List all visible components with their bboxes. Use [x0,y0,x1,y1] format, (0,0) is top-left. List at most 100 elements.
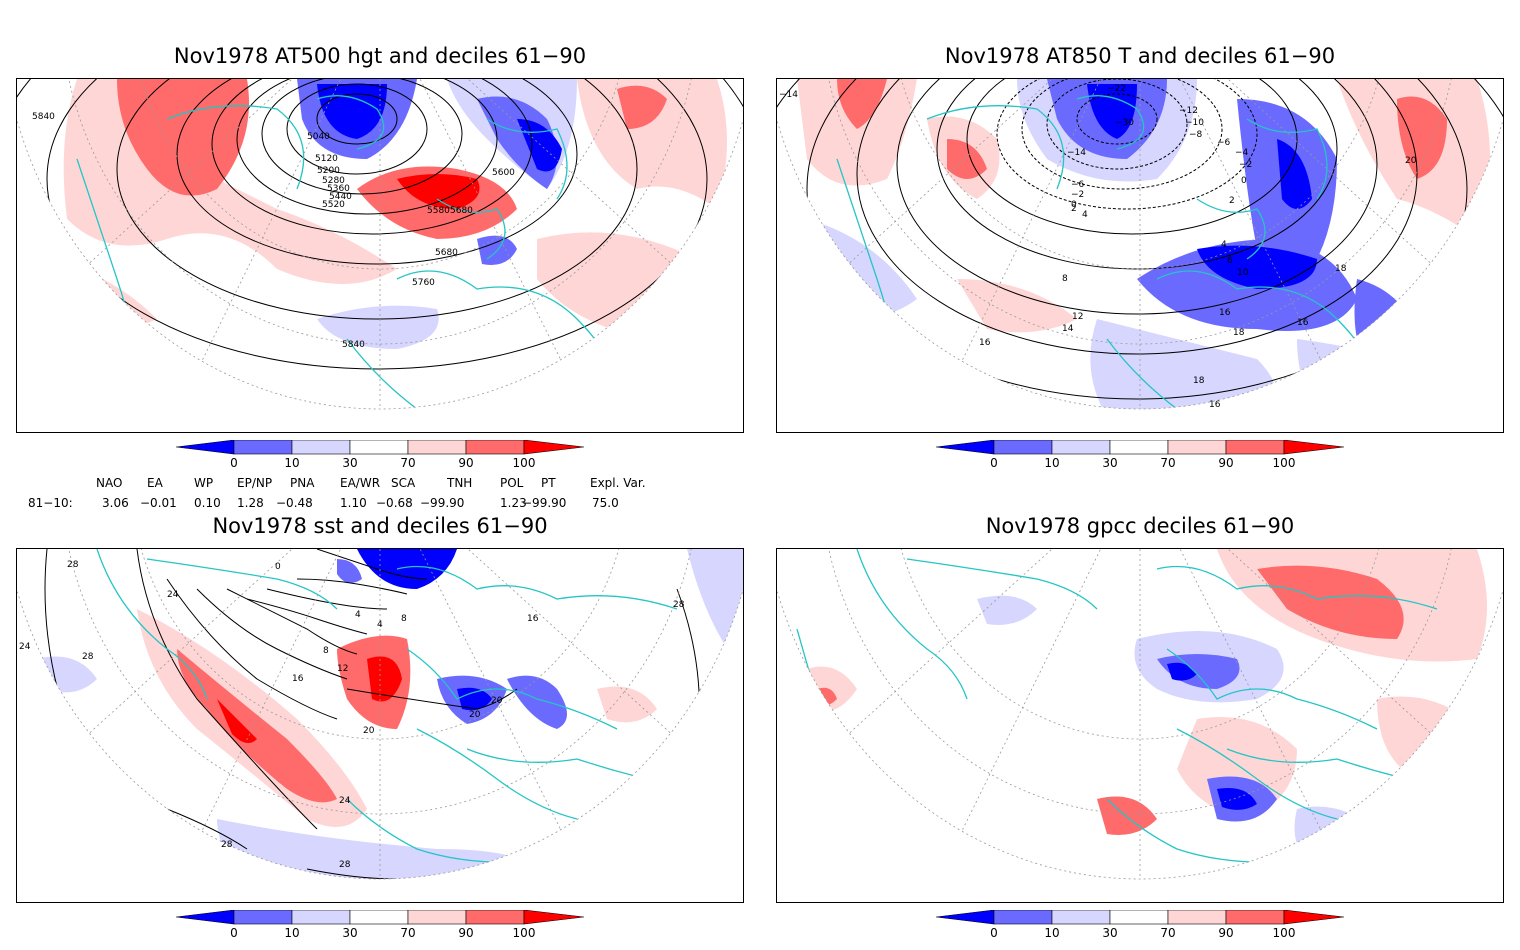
colorbar-label: 70 [1160,456,1176,470]
colorbar-label: 0 [990,456,998,470]
index-value-pt: −99.90 [522,496,567,510]
index-value-wp: 0.10 [194,496,221,510]
map-gpcc [777,549,1503,880]
contour-label: 16 [527,614,539,624]
colorbar-label: 10 [284,926,300,940]
index-value-epnp: 1.28 [237,496,264,510]
contour-label: 2 [1229,196,1235,206]
contour-label: 5840 [32,112,55,122]
colorbar-label: 100 [512,926,536,940]
contour-label: 5280 [322,176,345,186]
map-at850: −14 −30 −22 −14 −12 −10 −8 −6 −4 −2 0 2 … [777,79,1503,410]
contour-label: 28 [339,860,351,870]
contour-label: 6 [1227,256,1233,266]
index-header-sca: SCA [391,476,416,490]
index-value-tnh: −99.90 [420,496,465,510]
index-value-pol: 1.23 [500,496,527,510]
index-value-ea: −0.01 [140,496,177,510]
contour-label: 5580 [427,206,450,216]
map-panel-gpcc [776,548,1504,903]
contour-label: 12 [337,664,348,674]
contour-label: 4 [1221,240,1227,250]
colorbar-label: 70 [400,456,416,470]
contour-label: 28 [673,600,685,610]
index-header-tnh: TNH [447,476,473,490]
contour-label: 5840 [342,340,365,350]
contour-label: 14 [1062,324,1074,334]
contour-label: 24 [339,796,351,806]
colorbar-label: 0 [230,456,238,470]
colorbar-label: 30 [1102,926,1118,940]
index-row-label: 81−10: [28,496,73,510]
colorbar-swatches [176,440,585,455]
contour-label: 18 [1335,264,1347,274]
index-header-pna: PNA [290,476,315,490]
contour-label: 5360 [327,184,350,194]
contour-label: −22 [1107,84,1126,94]
contour-label: 24 [167,590,179,600]
contour-label: −14 [1067,148,1086,158]
map-panel-at850: −14 −30 −22 −14 −12 −10 −8 −6 −4 −2 0 2 … [776,78,1504,433]
contour-label: 20 [1405,156,1417,166]
contour-label: 18 [1193,376,1205,386]
contour-label: 5680 [435,248,458,258]
colorbar-label: 30 [1102,456,1118,470]
contour-label: −2 [1239,160,1252,170]
colorbar-label: 30 [342,926,358,940]
contour-label: 2 [1071,204,1077,214]
contour-label: 5120 [315,154,338,164]
contour-label: −6 [1217,138,1231,148]
colorbar-label: 90 [1218,456,1234,470]
panel-title-gpcc: Nov1978 gpcc deciles 61−90 [985,514,1295,538]
index-value-eawr: 1.10 [340,496,367,510]
colorbar-label: 90 [1218,926,1234,940]
contour-label: −6 [1071,180,1085,190]
contour-label: 5040 [307,132,330,142]
index-header-wp: WP [194,476,214,490]
contour-label: 18 [1233,328,1245,338]
colorbar-label: 10 [284,456,300,470]
colorbar-label: 10 [1044,456,1060,470]
colorbar-label: 0 [230,926,238,940]
map-at500: 5840 5040 5120 5200 5280 5360 5440 5520 … [17,79,743,410]
contour-label: 20 [363,726,375,736]
map-panel-at500: 5840 5040 5120 5200 5280 5360 5440 5520 … [16,78,744,433]
colorbar-label: 90 [458,926,474,940]
colorbar-at850: 0 10 30 70 90 100 [936,440,1346,480]
contour-label: 5520 [322,200,345,210]
contour-label: 16 [1219,308,1231,318]
colorbar-label: 70 [400,926,416,940]
index-value-pna: −0.48 [276,496,313,510]
colorbar-swatches [176,910,585,925]
panel-title-sst: Nov1978 sst and deciles 61−90 [212,514,548,538]
contour-label: 0 [275,562,281,572]
contour-label: 20 [491,696,503,706]
index-value-expl-var: 75.0 [592,496,619,510]
map-sst: 28 24 24 28 0 4 4 8 8 12 16 16 20 20 20 … [17,549,743,880]
contour-label: 28 [82,652,94,662]
colorbar-label: 30 [342,456,358,470]
contour-label: 28 [221,840,233,850]
index-header-ea: EA [147,476,163,490]
contour-labels-at850: −14 −30 −22 −14 −12 −10 −8 −6 −4 −2 0 2 … [779,84,1417,410]
contour-label: 5440 [329,192,352,202]
contour-label: 4 [377,620,383,630]
colorbar-swatches [936,910,1345,925]
contour-label: 0 [1241,176,1247,186]
contour-label: −12 [1179,106,1198,116]
colorbar-label: 100 [1272,456,1296,470]
colorbar-label: 70 [1160,926,1176,940]
panel-title-at500: Nov1978 AT500 hgt and deciles 61−90 [173,44,587,68]
contour-label: 20 [469,710,481,720]
colorbar-gpcc: 0 10 30 70 90 100 [936,910,1346,950]
contour-label: 16 [1297,318,1309,328]
contour-label: 5600 [492,168,515,178]
contour-label: 10 [1237,268,1249,278]
contour-label: 5680 [450,206,473,216]
colorbar-at500: 0 10 30 70 90 100 [176,440,586,480]
index-header-expl-var: Expl. Var. [590,476,646,490]
contour-label: 8 [323,646,329,656]
colorbar-label: 100 [1272,926,1296,940]
contour-label: −8 [1189,130,1203,140]
colorbar-sst: 0 10 30 70 90 100 [176,910,586,950]
